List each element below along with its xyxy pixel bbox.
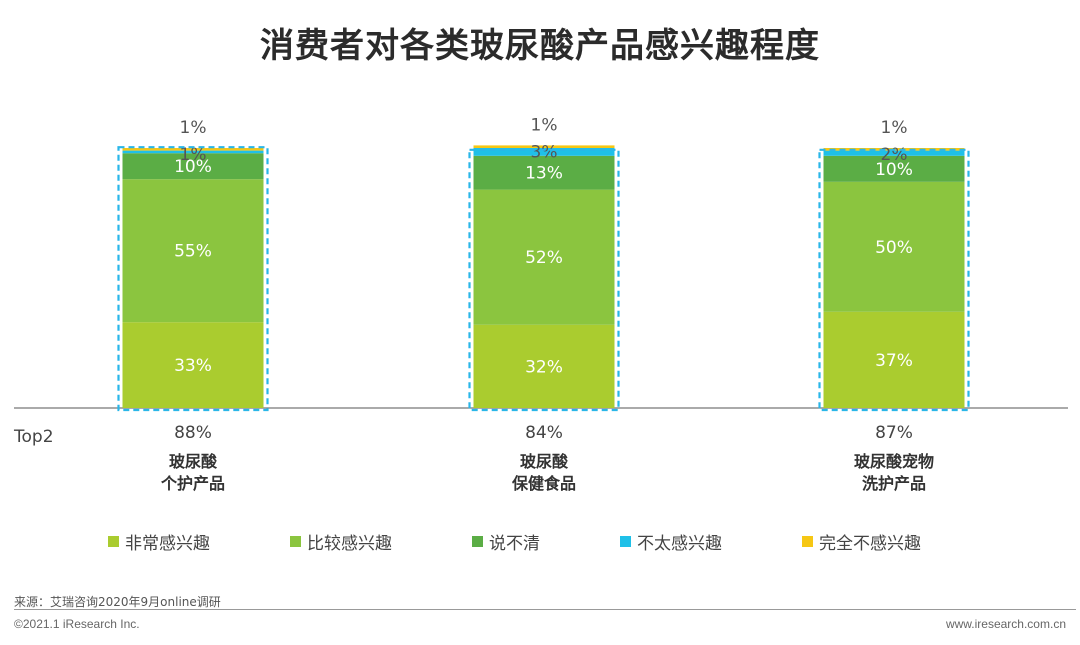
bar-segment-3-4 [823, 150, 965, 156]
top2-value-1: 88% [174, 423, 212, 443]
data-label-3-2: 50% [875, 238, 913, 258]
data-label-2-5: 1% [531, 115, 558, 135]
legend-item-5: 完全不感兴趣 [802, 529, 921, 554]
bar-segment-1-2 [122, 179, 264, 323]
legend: 非常感兴趣 比较感兴趣 说不清 不太感兴趣 完全不感兴趣 [108, 529, 1001, 554]
top2-value-3: 87% [875, 423, 913, 443]
bar-segment-3-2 [823, 181, 965, 312]
top2-value-2: 84% [525, 423, 563, 443]
legend-label-2: 比较感兴趣 [307, 533, 392, 554]
category-label-3-2: 洗护产品 [862, 474, 926, 493]
top2-highlight-box-2 [468, 148, 620, 412]
bar-segment-2-1 [473, 324, 615, 408]
source-note: 来源：艾瑞咨询2020年9月online调研 [14, 595, 221, 609]
stacked-bar-chart: 33%55%10%1%1%88%玻尿酸个护产品32%52%13%3%1%84%玻… [13, 115, 1068, 493]
legend-label-3: 说不清 [489, 533, 540, 554]
category-label-1-2: 个护产品 [160, 474, 225, 493]
legend-label-4: 不太感兴趣 [637, 533, 722, 554]
category-label-1-1: 玻尿酸 [169, 452, 218, 471]
data-label-3-3: 10% [875, 160, 913, 180]
data-label-3-5: 1% [881, 118, 908, 138]
data-label-1-1: 33% [174, 356, 212, 376]
legend-swatch-3 [472, 535, 483, 547]
category-label-3-1: 玻尿酸宠物 [854, 452, 934, 471]
data-label-2-4: 3% [531, 142, 558, 162]
category-label-2-1: 玻尿酸 [520, 452, 569, 471]
legend-item-1: 非常感兴趣 [108, 529, 210, 554]
footer-divider [14, 609, 1076, 610]
top2-row-label: Top2 [13, 427, 54, 447]
data-label-2-1: 32% [525, 357, 563, 377]
legend-item-2: 比较感兴趣 [290, 529, 392, 554]
bar-segment-1-5 [122, 148, 264, 151]
legend-swatch-1 [108, 535, 119, 547]
bar-segment-2-5 [473, 145, 615, 148]
legend-label-5: 完全不感兴趣 [819, 533, 921, 554]
data-label-1-2: 55% [174, 242, 212, 262]
data-label-1-5: 1% [180, 118, 207, 138]
legend-label-1: 非常感兴趣 [125, 533, 210, 554]
legend-item-3: 说不清 [472, 529, 540, 554]
website: www.iresearch.com.cn [945, 617, 1066, 631]
legend-swatch-5 [802, 535, 813, 547]
data-label-3-1: 37% [875, 351, 913, 371]
chart-title: 消费者对各类玻尿酸产品感兴趣程度 [260, 26, 820, 66]
data-label-1-3: 10% [174, 157, 212, 177]
top2-highlight-box-1 [117, 146, 269, 412]
bar-segment-2-4 [473, 148, 615, 156]
category-label-2-2: 保健食品 [511, 474, 576, 493]
legend-swatch-4 [620, 535, 631, 547]
bar-segment-2-3 [473, 155, 615, 190]
bar-segment-2-2 [473, 189, 615, 325]
bar-segment-1-3 [122, 153, 264, 180]
legend-swatch-2 [290, 535, 301, 547]
data-label-1-4: 1% [180, 145, 207, 165]
bar-segment-3-1 [823, 311, 965, 408]
data-label-3-4: 2% [881, 145, 908, 165]
top2-highlight-box-3 [818, 148, 970, 412]
data-label-2-2: 52% [525, 248, 563, 268]
bar-segment-1-4 [122, 150, 264, 154]
bar-segment-1-1 [122, 322, 264, 408]
copyright: ©2021.1 iResearch Inc. [14, 617, 140, 631]
bar-segment-3-3 [823, 155, 965, 182]
legend-item-4: 不太感兴趣 [620, 529, 722, 554]
data-label-2-3: 13% [525, 164, 563, 184]
